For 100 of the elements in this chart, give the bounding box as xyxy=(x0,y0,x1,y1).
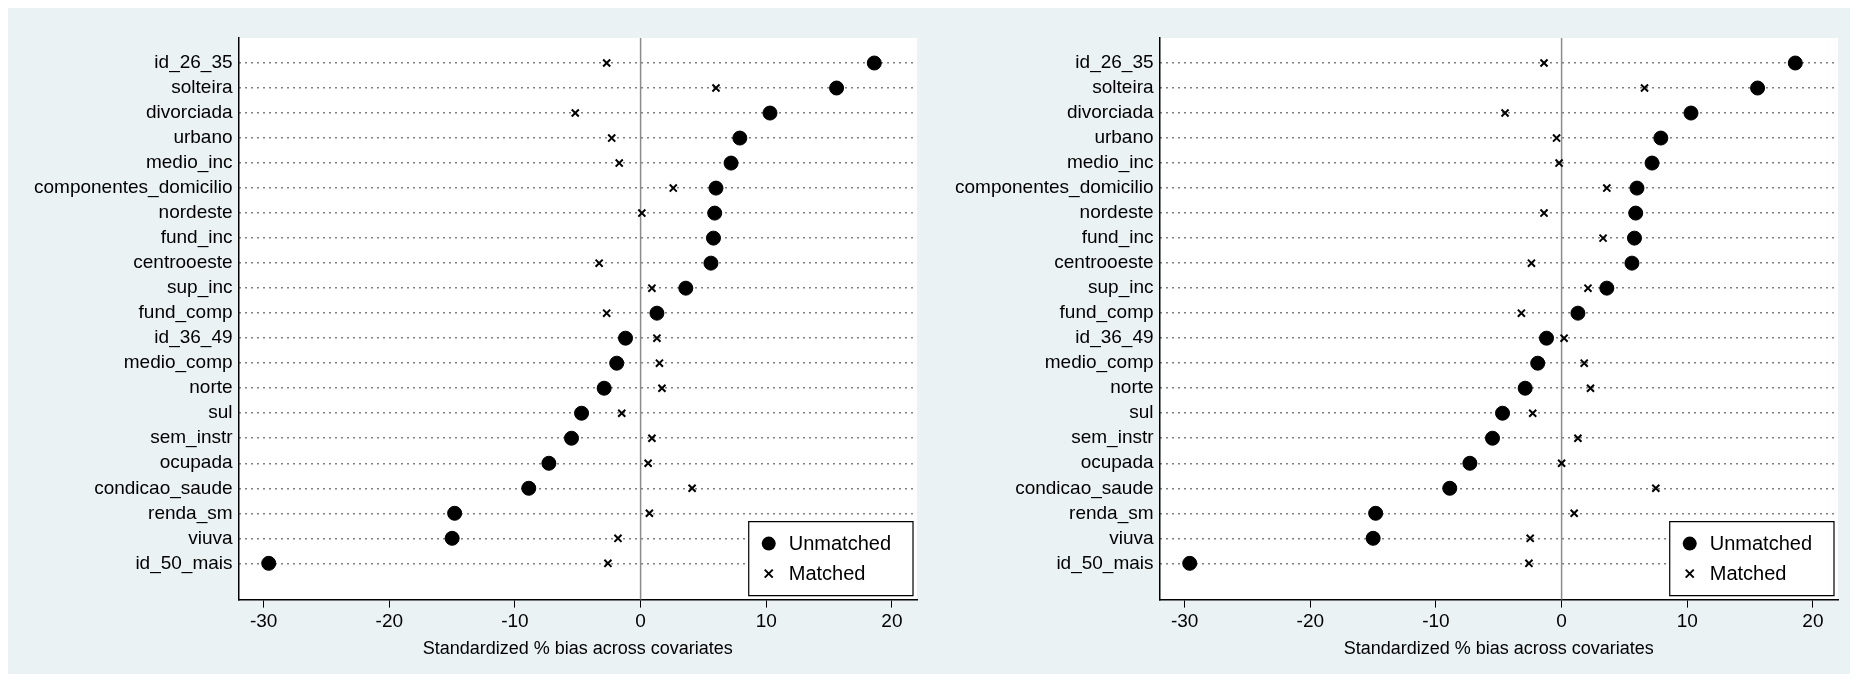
point xyxy=(654,358,664,368)
point xyxy=(668,183,678,193)
point xyxy=(1462,455,1478,471)
point xyxy=(866,55,882,71)
point xyxy=(1442,480,1458,496)
y-tick-label: medio_comp xyxy=(1044,351,1154,374)
y-tick-label: nordeste xyxy=(158,201,233,223)
y-tick-label: sul xyxy=(208,401,233,423)
point xyxy=(1528,408,1538,418)
y-tick-label: componentes_domicilio xyxy=(33,176,233,199)
point xyxy=(1530,355,1546,371)
x-tick-label: -20 xyxy=(1296,610,1325,632)
point xyxy=(594,258,604,268)
point xyxy=(1583,283,1593,293)
point xyxy=(1624,255,1640,271)
y-tick-label: urbano xyxy=(1094,126,1154,148)
point xyxy=(1539,208,1549,218)
y-tick-label: fund_inc xyxy=(160,226,233,249)
point xyxy=(564,430,579,446)
point xyxy=(1626,230,1642,246)
legend-label: Matched xyxy=(1709,562,1787,585)
point xyxy=(1365,530,1381,546)
point xyxy=(637,208,647,218)
point xyxy=(596,380,612,396)
point xyxy=(613,533,623,543)
y-tick-label: id_50_mais xyxy=(1056,551,1154,574)
point xyxy=(1585,383,1596,393)
x-tick-label: 10 xyxy=(1676,610,1698,632)
point xyxy=(1750,80,1766,96)
y-tick-label: ocupada xyxy=(1080,451,1154,473)
point xyxy=(703,255,719,271)
point xyxy=(1539,58,1549,68)
point xyxy=(1628,205,1644,221)
point xyxy=(1495,405,1511,421)
point xyxy=(1539,330,1555,346)
y-tick-label: sul xyxy=(1129,401,1154,423)
point xyxy=(647,283,657,293)
point xyxy=(1524,558,1534,568)
y-tick-label: solteira xyxy=(171,76,233,98)
point xyxy=(707,205,723,221)
legend-label: Unmatched xyxy=(788,532,892,555)
x-tick-label: -30 xyxy=(249,610,278,632)
point xyxy=(261,555,277,571)
legend-label: Unmatched xyxy=(1709,532,1813,555)
point xyxy=(652,333,662,343)
y-tick-label: medio_inc xyxy=(145,151,233,174)
y-tick-label: viuva xyxy=(188,526,233,548)
point xyxy=(1516,308,1526,318)
point xyxy=(1517,380,1533,396)
point xyxy=(618,330,634,346)
point xyxy=(570,108,580,118)
y-tick-label: sup_inc xyxy=(1088,276,1154,299)
x-tick-label: -20 xyxy=(375,610,404,632)
point xyxy=(644,508,654,518)
point xyxy=(723,155,739,171)
point xyxy=(657,383,667,393)
y-tick-label: id_36_49 xyxy=(1075,326,1154,349)
y-tick-label: centrooeste xyxy=(1054,251,1154,273)
point xyxy=(1651,483,1661,493)
point xyxy=(1368,505,1384,521)
point xyxy=(1500,108,1510,118)
point xyxy=(687,483,697,493)
point xyxy=(1552,133,1562,143)
point xyxy=(1644,155,1660,171)
point xyxy=(829,80,845,96)
x-tick-label: -30 xyxy=(1170,610,1199,632)
point xyxy=(1485,430,1500,446)
x-tick-label: -10 xyxy=(1422,610,1450,632)
point xyxy=(732,130,748,146)
point xyxy=(1653,130,1669,146)
point xyxy=(1554,158,1564,168)
y-tick-label: norte xyxy=(1110,376,1154,398)
y-tick-label: medio_inc xyxy=(1066,151,1154,174)
x-tick-label: 20 xyxy=(881,610,903,632)
point xyxy=(1599,280,1615,296)
x-tick-label: 20 xyxy=(1802,610,1824,632)
x-axis-title: Standardized % bias across covariates xyxy=(1343,638,1654,659)
y-tick-label: ocupada xyxy=(159,451,233,473)
x-tick-label: 10 xyxy=(755,610,777,632)
point xyxy=(1683,105,1699,121)
x-tick-label: -10 xyxy=(501,610,529,632)
point xyxy=(609,355,625,371)
point xyxy=(1526,258,1536,268)
point xyxy=(649,305,665,321)
y-tick-label: viuva xyxy=(1109,526,1154,548)
y-tick-label: sup_inc xyxy=(167,276,233,299)
y-tick-label: norte xyxy=(189,376,233,398)
legend-label: Matched xyxy=(788,562,866,585)
x-tick-label: 0 xyxy=(635,610,646,632)
point xyxy=(1787,55,1803,71)
point xyxy=(1182,555,1198,571)
point xyxy=(614,158,624,168)
point xyxy=(643,458,653,468)
point xyxy=(602,308,612,318)
y-tick-label: nordeste xyxy=(1079,201,1154,223)
y-tick-label: divorciada xyxy=(1066,101,1154,123)
point xyxy=(762,105,778,121)
y-tick-label: renda_sm xyxy=(148,501,233,524)
y-tick-label: sem_instr xyxy=(1071,426,1155,449)
y-tick-label: componentes_domicilio xyxy=(954,176,1154,199)
